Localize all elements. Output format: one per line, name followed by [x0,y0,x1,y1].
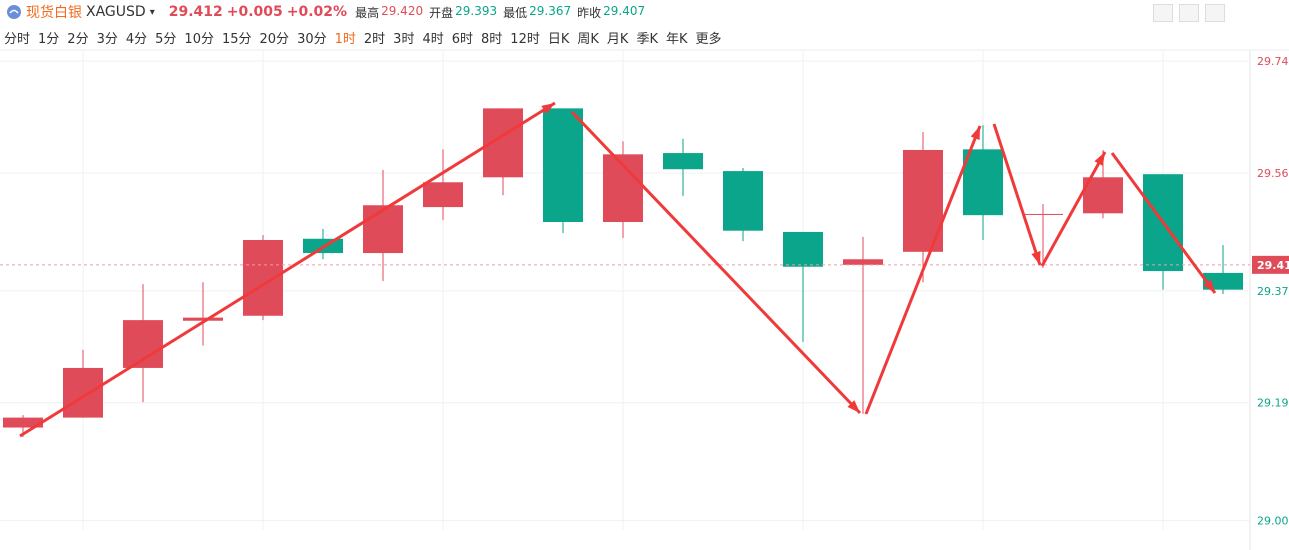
period-tab[interactable]: 1时 [334,31,356,47]
y-tick-label: 29.740 [1257,55,1289,68]
dropdown[interactable]: ▾ [149,6,155,18]
period-tab[interactable]: 日K [547,31,570,47]
period-tab[interactable]: 30分 [297,31,327,47]
arrow-head [847,400,860,413]
period-tab[interactable]: 4分 [125,31,148,47]
candle-body [663,153,703,170]
period-tab[interactable]: 8时 [481,31,503,47]
price-tag [1252,255,1289,274]
candle-body [183,317,223,321]
period-tab[interactable]: 周K [577,31,599,47]
price: 29.412 [168,4,223,20]
period-tab[interactable]: 月K [606,31,629,47]
header: 现货白银 XAGUSD ▾ 29.412 +0.005 +0.02% 最高 29.… [0,0,1289,24]
logo [7,5,21,19]
period-tab[interactable]: 1分 [38,31,60,47]
candle-body [1023,213,1063,215]
period-tab[interactable]: 4时 [422,31,444,47]
period-tab[interactable]: 10分 [184,31,214,47]
arrow-head [1203,279,1215,293]
icon-button[interactable] [1179,4,1199,22]
y-tick-label: 29.370 [1257,285,1289,298]
period-tab[interactable]: 20分 [259,31,290,47]
icon-button[interactable] [1205,4,1225,22]
period-tab[interactable]: 2分 [67,31,89,47]
period-tab[interactable]: 5分 [155,31,177,47]
arrow-head [970,126,980,140]
icon-button[interactable] [1153,4,1173,22]
change-pct: +0.02% [286,4,348,20]
price-tag-label: 29.412 [1257,259,1289,272]
period-tab[interactable]: 季K [636,31,658,47]
annotation-arrow [570,110,862,415]
candle-body [963,149,1003,216]
icon-button[interactable] [1237,4,1257,22]
annotation-arrow [864,125,982,415]
arrow-head [1094,152,1105,166]
candle-body [1083,177,1123,214]
stats: 最高 29.420 开盘 29.393 最低 29.367 昨收 29.407 [355,4,651,21]
period-tabs: 分时 1分 2分 3分 4分 5分 10分 15分 20分 30分 1时 2时 3时 4时 6时 8时 12时日… [0,26,726,48]
candle-body [243,240,283,316]
period-tab[interactable]: 3分 [96,31,118,47]
candle-body [1203,272,1243,290]
annotation-arrow [19,101,556,438]
stat-label: 昨收 [577,5,602,20]
annotation-arrow [992,123,1042,266]
name: 现货白银 [26,5,82,21]
candle-body [783,231,823,267]
annotation-arrow [1110,152,1217,294]
y-tick-label: 29.560 [1257,167,1289,180]
period-tab[interactable]: 15分 [221,31,252,47]
stat-value: 29.407 [603,3,646,18]
period-tab[interactable]: 3时 [393,31,415,47]
period-tab[interactable]: 2时 [363,31,386,47]
candle-body [723,171,763,231]
toolbar [1147,4,1283,22]
annotation-arrow [1040,151,1107,267]
stat-label: 开盘 [429,5,454,20]
candle-body [63,367,103,418]
period-tab[interactable]: 分时 [4,31,31,47]
stat-value: 29.420 [381,3,424,18]
symbol[interactable]: XAGUSD [86,4,146,20]
change: +0.005 [226,4,283,20]
period-tab[interactable]: 年K [665,31,688,47]
candle-body [3,417,43,428]
candle-body [423,182,463,208]
stat-value: 29.393 [455,3,498,18]
candle-body [843,259,883,265]
arrow-head [1031,251,1041,265]
y-tick-label: 29.000 [1257,515,1289,528]
y-tick-label: 29.190 [1257,397,1289,410]
period-tab[interactable]: 6时 [451,31,474,47]
period-tab[interactable]: 更多 [695,31,722,47]
candle-body [363,205,403,254]
candle-body [543,108,583,223]
stat-label: 最高 [355,5,380,20]
arrow-head [541,103,555,115]
stat-label: 最低 [503,5,528,20]
period-tab[interactable]: 12时 [510,31,540,47]
icon-button[interactable] [1263,4,1283,22]
stat-value: 29.367 [529,3,572,18]
